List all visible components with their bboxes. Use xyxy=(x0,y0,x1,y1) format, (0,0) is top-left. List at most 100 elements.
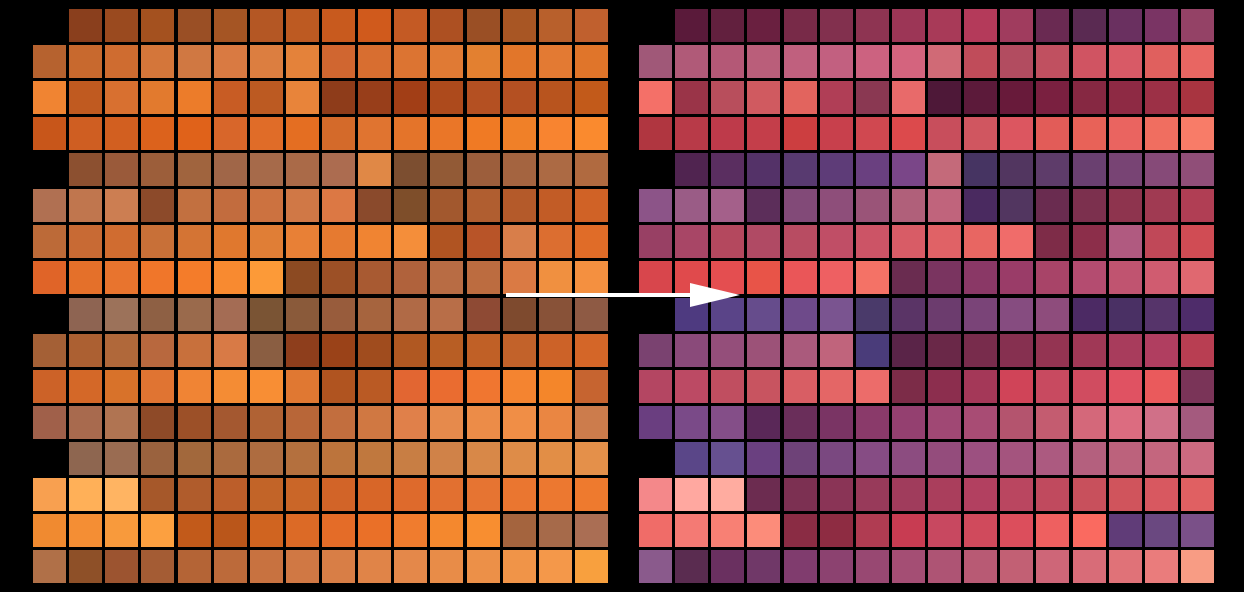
right-grid-cell xyxy=(747,513,781,547)
left-grid-cell xyxy=(322,45,355,79)
left-grid-cell xyxy=(141,513,175,547)
left-grid-cell xyxy=(394,549,428,583)
right-grid-cell xyxy=(928,81,961,115)
left-grid-cell xyxy=(394,441,428,475)
left-grid-cell xyxy=(322,189,355,223)
left-grid-cell xyxy=(33,477,66,511)
left-grid-cell xyxy=(177,189,211,223)
right-grid-cell xyxy=(855,405,889,439)
left-grid-cell xyxy=(213,549,247,583)
left-grid-cell xyxy=(213,9,247,42)
right-grid-cell xyxy=(1072,261,1106,295)
right-grid-cell xyxy=(711,441,745,475)
right-grid-cell xyxy=(1180,441,1214,475)
right-grid-cell xyxy=(1144,189,1178,223)
left-grid-cell xyxy=(105,549,139,583)
right-grid-cell xyxy=(1144,117,1178,151)
right-grid-cell xyxy=(711,117,745,151)
right-grid-cell xyxy=(1072,549,1106,583)
right-grid-cell xyxy=(1000,153,1034,187)
right-grid-cell xyxy=(711,225,745,259)
left-grid-cell xyxy=(177,549,211,583)
right-grid-cell xyxy=(1108,189,1142,223)
right-grid-cell xyxy=(783,333,817,367)
right-grid-cell xyxy=(1180,477,1214,511)
left-grid-cell xyxy=(394,261,428,295)
right-grid-cell xyxy=(675,549,709,583)
right-grid-cell xyxy=(964,513,998,547)
right-grid-cell xyxy=(711,189,745,223)
right-grid-cell xyxy=(711,261,745,295)
right-grid-cell xyxy=(928,369,961,403)
left-grid-cell xyxy=(394,189,428,223)
right-grid-cell xyxy=(783,297,817,331)
left-grid-cell xyxy=(285,117,319,151)
right-grid-cell xyxy=(711,477,745,511)
right-grid-cell xyxy=(964,441,998,475)
left-grid-cell xyxy=(358,153,392,187)
left-grid-cell xyxy=(538,369,572,403)
right-grid-cell xyxy=(1180,333,1214,367)
left-grid-cell xyxy=(574,153,608,187)
right-grid-cell xyxy=(1000,261,1034,295)
right-grid-cell xyxy=(783,117,817,151)
right-grid-cell xyxy=(1072,333,1106,367)
left-grid-cell xyxy=(177,225,211,259)
left-grid-cell xyxy=(538,225,572,259)
left-grid-cell xyxy=(69,261,103,295)
right-grid-cell xyxy=(675,225,709,259)
left-grid-cell xyxy=(249,441,283,475)
right-grid-cell xyxy=(1108,513,1142,547)
right-grid-cell xyxy=(747,441,781,475)
right-grid-cell xyxy=(675,441,709,475)
right-grid-cell xyxy=(1072,81,1106,115)
right-grid-cell xyxy=(928,261,961,295)
right-grid-cell xyxy=(1000,369,1034,403)
left-grid-cell xyxy=(322,9,355,42)
right-grid-cell xyxy=(891,333,925,367)
left-grid-cell xyxy=(502,369,536,403)
left-grid-cell xyxy=(33,9,66,42)
left-grid-cell xyxy=(322,81,355,115)
left-grid-cell xyxy=(105,153,139,187)
left-grid-cell xyxy=(358,225,392,259)
left-grid-cell xyxy=(538,261,572,295)
left-grid-cell xyxy=(285,405,319,439)
right-grid-cell xyxy=(1036,441,1070,475)
right-grid-cell xyxy=(747,81,781,115)
right-grid-cell xyxy=(639,442,672,475)
right-grid-cell xyxy=(1036,45,1070,79)
left-grid-cell xyxy=(141,441,175,475)
left-grid-cell xyxy=(394,117,428,151)
right-grid-cell xyxy=(1180,189,1214,223)
right-grid-cell xyxy=(1072,405,1106,439)
right-grid-cell xyxy=(1180,153,1214,187)
right-grid-cell xyxy=(964,549,998,583)
left-grid-cell xyxy=(358,513,392,547)
left-grid-cell xyxy=(430,477,464,511)
left-grid-cell xyxy=(33,405,66,439)
left-grid-cell xyxy=(322,513,355,547)
left-grid-cell xyxy=(322,477,355,511)
right-grid-cell xyxy=(1144,405,1178,439)
right-grid-cell xyxy=(747,477,781,511)
right-grid-cell xyxy=(1180,405,1214,439)
right-grid-cell xyxy=(928,297,961,331)
left-grid-cell xyxy=(141,405,175,439)
left-grid-cell xyxy=(430,189,464,223)
left-grid-cell xyxy=(502,189,536,223)
left-grid-cell xyxy=(141,477,175,511)
right-grid-cell xyxy=(747,117,781,151)
right-grid-cell xyxy=(964,189,998,223)
left-grid-cell xyxy=(502,405,536,439)
right-grid-cell xyxy=(855,369,889,403)
left-grid-cell xyxy=(538,333,572,367)
right-grid-cell xyxy=(928,333,961,367)
left-grid-cell xyxy=(538,405,572,439)
left-grid-cell xyxy=(322,117,355,151)
right-grid-cell xyxy=(783,405,817,439)
left-grid-cell xyxy=(358,297,392,331)
right-grid-cell xyxy=(1036,333,1070,367)
left-grid-cell xyxy=(466,369,500,403)
left-grid-cell xyxy=(394,9,428,42)
